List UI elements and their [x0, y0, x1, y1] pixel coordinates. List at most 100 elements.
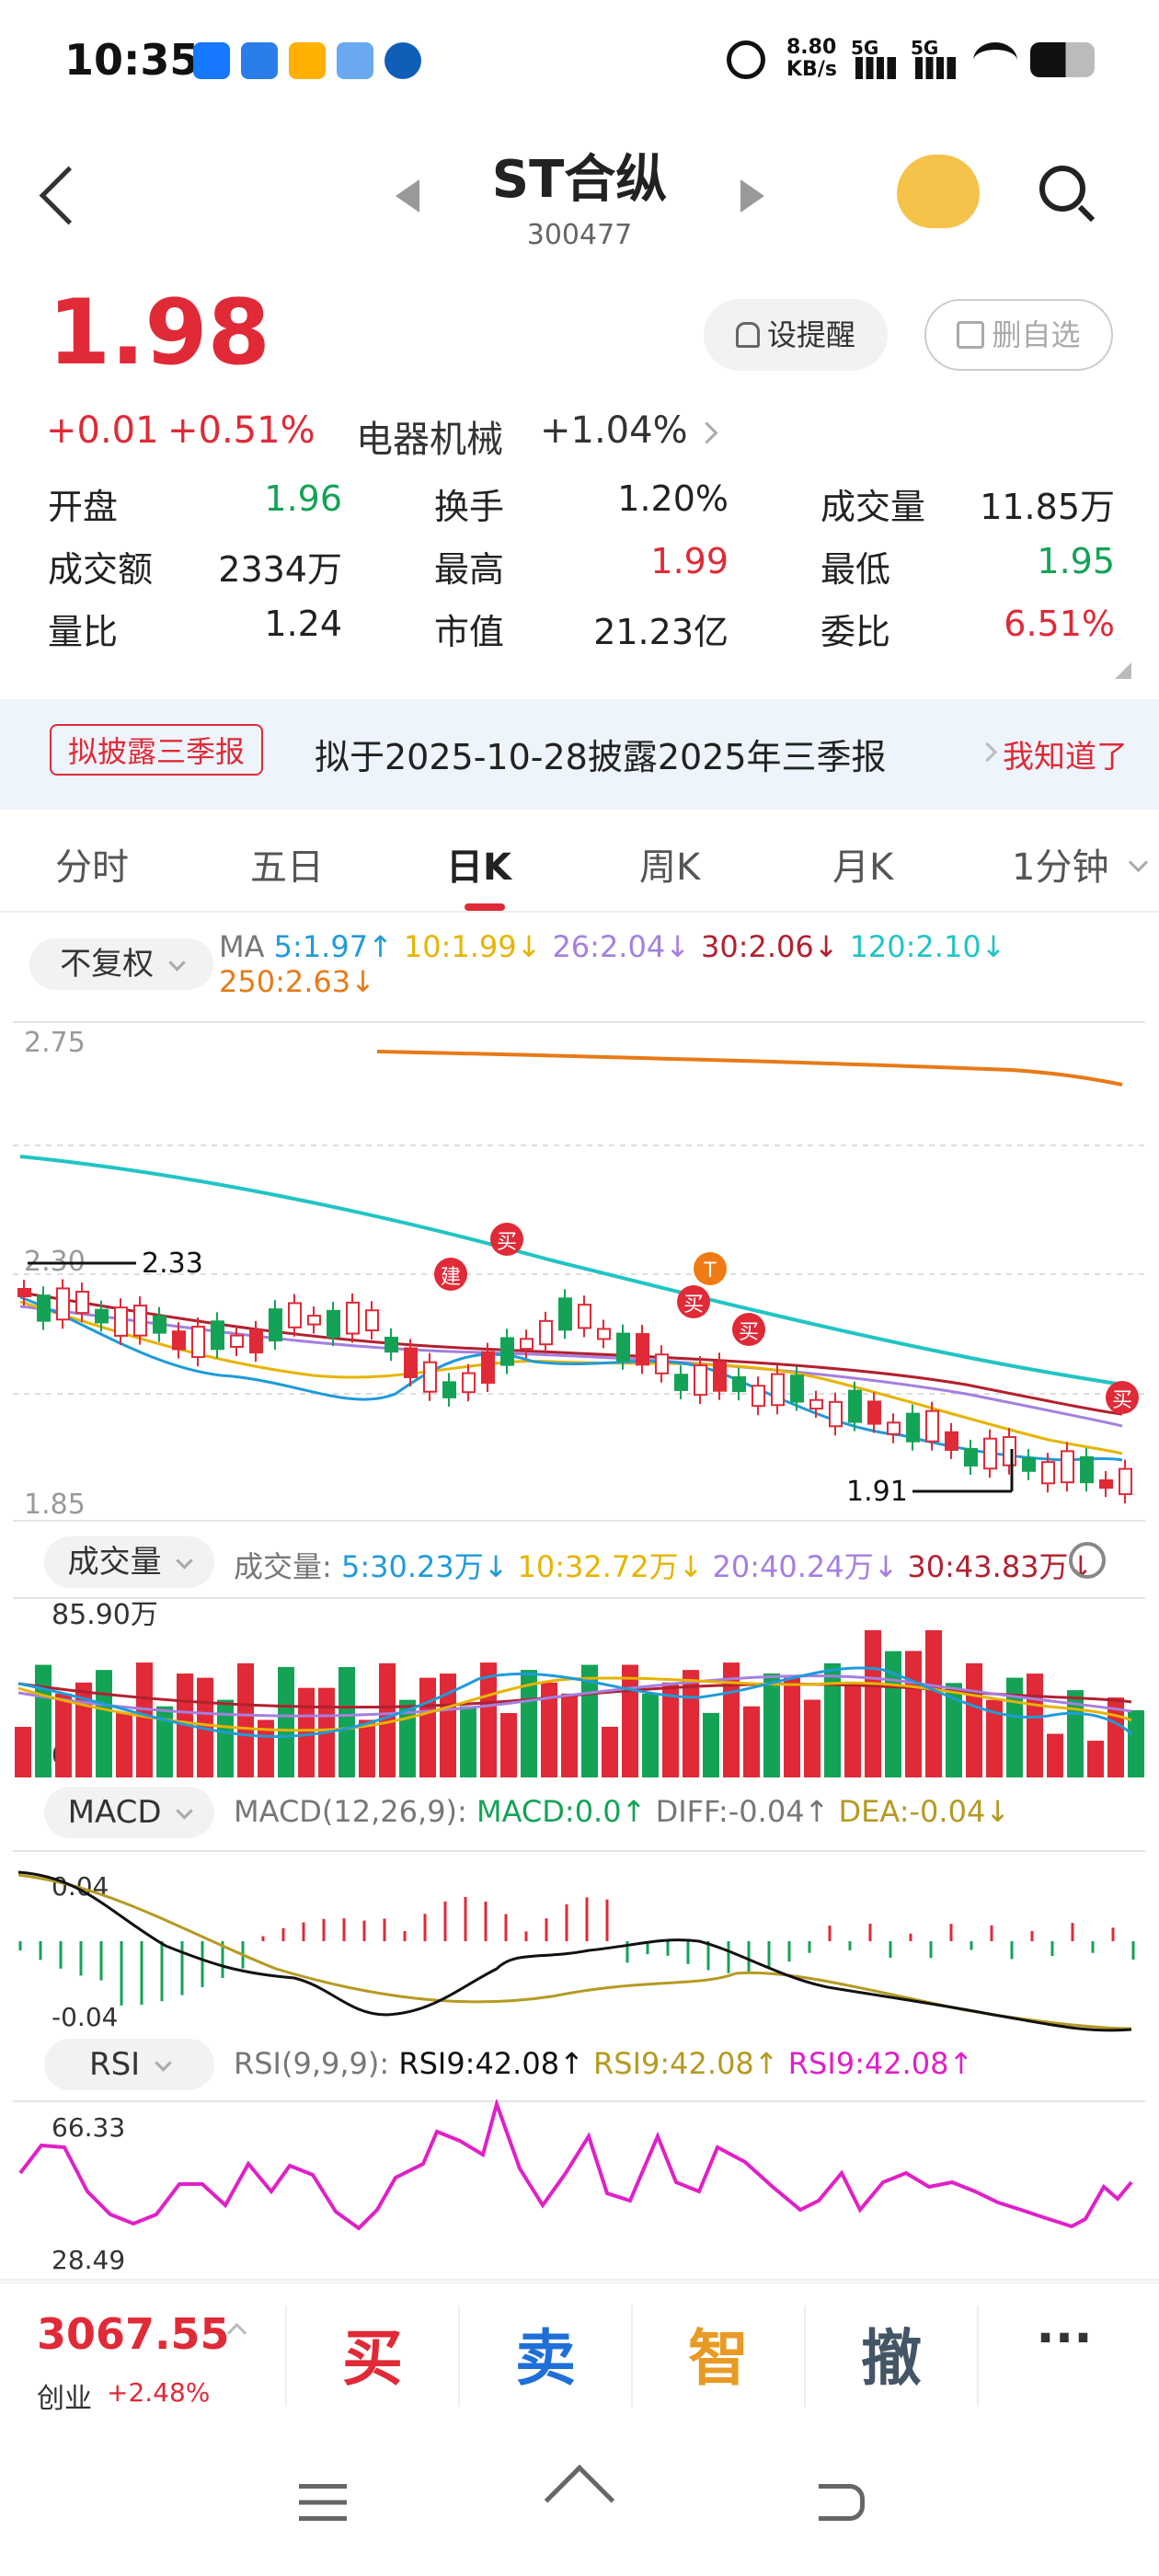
- back-nav-icon[interactable]: [819, 2484, 865, 2521]
- dismiss-notice-link[interactable]: 我知道了: [1003, 739, 1128, 776]
- search-icon[interactable]: [1039, 166, 1085, 212]
- volume-bar: [905, 1650, 922, 1777]
- candle: [500, 1337, 514, 1366]
- prev-stock-icon[interactable]: [396, 179, 419, 213]
- divider: [458, 2306, 460, 2407]
- cancel-order-button[interactable]: 撤: [861, 2323, 922, 2394]
- signal-t[interactable]: T: [694, 1252, 727, 1285]
- chevron-right-icon[interactable]: [695, 421, 718, 444]
- expand-corner-icon[interactable]: [1115, 662, 1131, 679]
- chevron-down-icon[interactable]: [1128, 852, 1149, 873]
- signal-jian[interactable]: 建: [434, 1258, 467, 1291]
- volume-chart[interactable]: 85.90万 0: [0, 1596, 1159, 1780]
- vol-ma10-line: [17, 1676, 1132, 1732]
- candle: [964, 1447, 978, 1467]
- tab-daily-k[interactable]: 日K: [446, 846, 511, 889]
- smart-button[interactable]: 智: [688, 2323, 749, 2394]
- chevron-down-icon: [176, 1802, 194, 1820]
- arrow-down-icon: ↓: [985, 1794, 1011, 1829]
- stat-value: 1.96: [264, 478, 342, 519]
- stat-value: 1.99: [650, 541, 729, 581]
- kline-chart[interactable]: 2.75 2.30 1.85 2.33 1.91 建 买 T 买 买 买: [0, 1017, 1159, 1527]
- candle: [481, 1351, 495, 1385]
- volume-bar: [460, 1706, 476, 1777]
- candle: [867, 1400, 881, 1425]
- signal-buy-4[interactable]: 买: [1106, 1381, 1139, 1414]
- volume-bar: [743, 1706, 760, 1777]
- stat-label: 最高: [434, 549, 505, 590]
- adjust-label: 不复权: [60, 946, 155, 983]
- tab-1min[interactable]: 1分钟: [1012, 846, 1109, 889]
- volume-bar: [622, 1664, 638, 1777]
- rsi-selector[interactable]: RSI: [44, 2039, 214, 2090]
- volume-bar: [116, 1712, 132, 1777]
- more-button[interactable]: ···: [1036, 2309, 1093, 2367]
- volume-bar: [804, 1699, 820, 1777]
- stat-label: 换手: [434, 487, 505, 527]
- rsi-chart[interactable]: 66.33 28.49: [0, 2099, 1159, 2282]
- arrow-up-icon: ↑: [948, 2046, 974, 2081]
- chevron-down-icon: [155, 2054, 172, 2072]
- tab-weekly-k[interactable]: 周K: [639, 846, 701, 889]
- chevron-down-icon: [168, 954, 186, 972]
- candle: [558, 1297, 572, 1331]
- candle: [17, 1288, 31, 1297]
- set-alert-button[interactable]: 设提醒: [704, 299, 888, 371]
- vol-ma5-line: [17, 1666, 1133, 1738]
- volume-y-top: 85.90万: [52, 1599, 158, 1631]
- buy-button[interactable]: 买: [342, 2323, 403, 2394]
- arrow-up-icon: ↑: [804, 1794, 830, 1829]
- volume-bar: [986, 1699, 1003, 1777]
- disclosure-tag: 拟披露三季报: [50, 724, 264, 776]
- mascot-icon[interactable]: [897, 155, 980, 228]
- index-name: 创业: [37, 2383, 92, 2415]
- candle: [404, 1347, 418, 1378]
- candle: [249, 1328, 263, 1354]
- sector-change[interactable]: +1.04%: [540, 409, 688, 452]
- volume-selector[interactable]: 成交量: [44, 1536, 214, 1588]
- tab-monthly-k[interactable]: 月K: [832, 846, 894, 889]
- ma-values: 5:1.97↑ 10:1.99↓ 26:2.04↓ 30:2.06↓ 120:2.10↓…: [219, 929, 1016, 999]
- volume-bar: [379, 1662, 396, 1777]
- adjust-selector[interactable]: 不复权: [29, 938, 213, 990]
- macd-chart[interactable]: 0.04 -0.04: [0, 1849, 1159, 2042]
- signal-buy-1[interactable]: 买: [490, 1223, 523, 1256]
- volume-bars: [15, 1629, 1144, 1777]
- stat-label: 量比: [48, 612, 119, 652]
- volume-bar: [966, 1662, 982, 1777]
- chevron-up-icon[interactable]: [226, 2322, 247, 2343]
- volume-bar: [1047, 1733, 1063, 1777]
- next-stock-icon[interactable]: [740, 179, 764, 213]
- index-value[interactable]: 3067.55: [37, 2309, 230, 2359]
- stat-label: 最低: [820, 549, 891, 590]
- volume-bar: [217, 1699, 234, 1777]
- price-change-pct: +0.51%: [167, 409, 316, 452]
- sell-button[interactable]: 卖: [515, 2323, 576, 2394]
- signal-buy-2[interactable]: 买: [677, 1285, 710, 1318]
- candle: [597, 1328, 611, 1340]
- macd-selector[interactable]: MACD: [44, 1787, 214, 1838]
- remove-watchlist-button[interactable]: 删自选: [924, 299, 1113, 371]
- volume-ma-value: 30:43.83万↓: [907, 1549, 1094, 1584]
- sector-name[interactable]: 电器机械: [356, 419, 503, 461]
- volume-bar: [784, 1677, 800, 1777]
- candle: [732, 1375, 746, 1393]
- tab-five-day[interactable]: 五日: [250, 846, 324, 889]
- ma250-line: [376, 1050, 1123, 1087]
- candle: [578, 1304, 591, 1329]
- y-axis-bottom: 1.85: [24, 1489, 86, 1521]
- settings-icon[interactable]: [1069, 1542, 1106, 1579]
- candle: [1080, 1455, 1094, 1484]
- stat-label: 成交量: [820, 487, 926, 527]
- ma5-line: [19, 1295, 1123, 1462]
- volume-ma-value: 10:32.72万↓: [517, 1549, 704, 1584]
- ma120-line: [19, 1155, 1123, 1386]
- tab-intraday[interactable]: 分时: [55, 846, 129, 889]
- menu-icon[interactable]: [299, 2484, 347, 2521]
- home-icon[interactable]: [544, 2464, 615, 2536]
- signal-buy-3[interactable]: 买: [732, 1313, 765, 1346]
- candle: [327, 1309, 340, 1339]
- candle: [713, 1361, 727, 1392]
- divider: [977, 2306, 979, 2407]
- candle: [887, 1421, 901, 1435]
